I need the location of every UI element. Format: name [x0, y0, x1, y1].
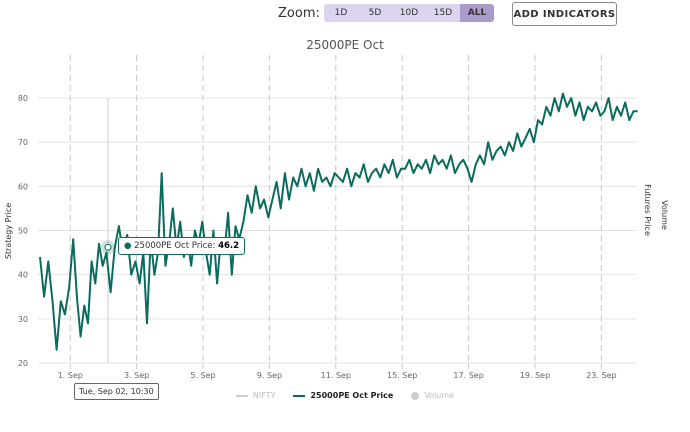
zoom-1d-button[interactable]: 1D [324, 4, 358, 22]
line-icon [293, 394, 306, 397]
y-tick-label: 80 [18, 94, 28, 103]
tooltip: ● 25000PE Oct Price: 46.2 [118, 237, 246, 255]
legend-item-price[interactable]: 25000PE Oct Price [293, 391, 393, 400]
zoom-10d-button[interactable]: 10D [392, 4, 426, 22]
zoom-button-group: 1D 5D 10D 15D ALL [324, 4, 494, 22]
circle-icon [411, 391, 420, 400]
x-tick-label: 23. Sep [586, 371, 616, 380]
legend-item-volume[interactable]: Volume [411, 391, 454, 400]
x-tick-label: 1. Sep [58, 371, 83, 380]
chart-title: 25000PE Oct [306, 38, 384, 52]
zoom-all-button[interactable]: ALL [460, 4, 494, 22]
legend: NIFTY 25000PE Oct Price Volume [0, 391, 690, 400]
line-icon [235, 394, 248, 397]
add-indicators-button[interactable]: ADD INDICATORS [512, 2, 617, 26]
zoom-5d-button[interactable]: 5D [358, 4, 392, 22]
y-axis-title-futures: Futures Price [643, 184, 652, 236]
zoom-15d-button[interactable]: 15D [426, 4, 460, 22]
x-tick-label: 3. Sep [124, 371, 149, 380]
zoom-label: Zoom: [278, 6, 320, 21]
x-tick-label: 5. Sep [190, 371, 215, 380]
y-tick-label: 60 [18, 182, 28, 191]
x-tooltip: Tue, Sep 02, 10:30 [74, 383, 159, 400]
legend-item-nifty[interactable]: NIFTY [235, 391, 275, 400]
y-tick-label: 40 [18, 271, 28, 280]
x-tick-label: 15. Sep [387, 371, 417, 380]
x-tick-label: 19. Sep [520, 371, 550, 380]
series-line-25000pe-oct-price[interactable] [39, 92, 638, 351]
y-tick-label: 30 [18, 315, 28, 324]
tooltip-label: 25000PE Oct Price: [134, 241, 216, 251]
hover-point[interactable] [104, 243, 112, 251]
x-tick-label: 11. Sep [321, 371, 351, 380]
tooltip-value: 46.2 [218, 241, 240, 251]
x-tick-label: 9. Sep [257, 371, 282, 380]
y-tick-label: 20 [18, 359, 28, 368]
y-tick-label: 50 [18, 227, 28, 236]
tooltip-marker-icon: ● [124, 241, 132, 251]
y-axis-title-volume: Volume [660, 200, 669, 230]
y-axis-title-left: Strategy Price [4, 203, 13, 259]
x-tick-label: 17. Sep [453, 371, 483, 380]
y-tick-label: 70 [18, 138, 28, 147]
